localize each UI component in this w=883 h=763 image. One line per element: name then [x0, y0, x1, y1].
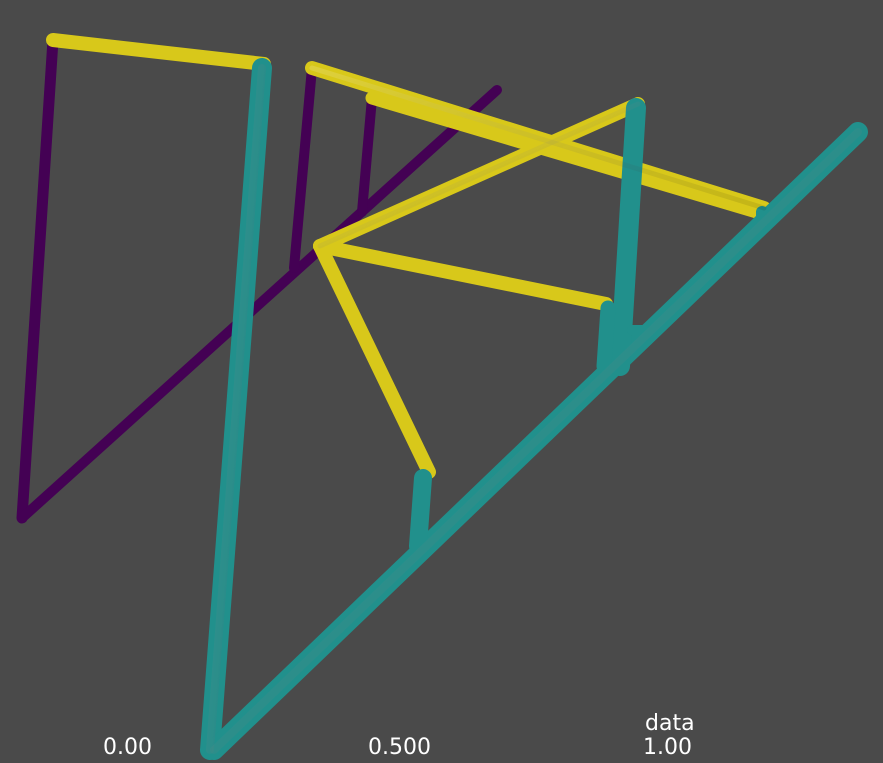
yellow-tubes — [46, 33, 771, 479]
yellow-tube — [365, 91, 767, 220]
legend-tick-label: 0.500 — [368, 735, 431, 760]
yellow-tube — [313, 239, 436, 479]
legend-title: data — [645, 711, 695, 736]
purple-tubes — [16, 34, 502, 524]
yellow-tube — [313, 239, 613, 311]
legend-tick-label: 0.00 — [103, 735, 152, 760]
purple-tube — [17, 85, 502, 523]
legend-tick-label: 1.00 — [643, 735, 692, 760]
teal-tube — [610, 98, 646, 376]
purple-tube — [357, 93, 377, 217]
tube-highlights — [206, 64, 862, 754]
yellow-tube — [46, 33, 271, 71]
purple-tube — [16, 34, 59, 524]
teal-tube — [409, 469, 432, 555]
teal-tube — [596, 300, 616, 374]
purple-tube — [289, 63, 317, 273]
